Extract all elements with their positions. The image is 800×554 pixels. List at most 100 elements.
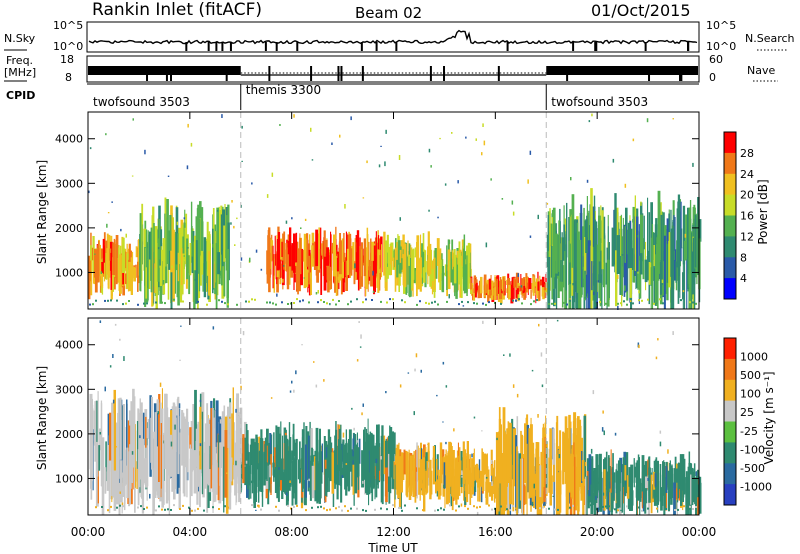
echo-speck (599, 504, 601, 507)
echo-cell (586, 471, 590, 495)
echo-cell (493, 467, 495, 494)
echo-cell (565, 231, 567, 291)
echo-speck (176, 221, 179, 226)
echo-speck (434, 509, 436, 512)
echo-speck (191, 509, 193, 512)
echo-cell (513, 279, 515, 299)
echo-cell (416, 235, 420, 271)
echo-speck (170, 509, 172, 511)
echo-cell (688, 207, 692, 288)
echo-cell (682, 272, 685, 300)
echo-cell (581, 460, 585, 482)
echo-speck (219, 490, 221, 494)
echo-speck (649, 262, 652, 268)
echo-speck (338, 505, 340, 508)
echo-speck (671, 464, 673, 469)
echo-cell (319, 227, 322, 269)
echo-speck (88, 190, 90, 194)
echo-cell (553, 450, 555, 515)
echo-cell (675, 261, 677, 283)
echo-cell (140, 219, 143, 281)
echo-cell (280, 461, 283, 481)
echo-speck (106, 223, 108, 228)
echo-cell (662, 250, 665, 296)
echo-cell (629, 473, 632, 511)
echo-cell (490, 280, 494, 300)
echo-cell (595, 454, 599, 499)
echo-speck (551, 302, 553, 305)
echo-cell (576, 451, 580, 506)
echo-cell (616, 463, 618, 508)
echo-cell (569, 262, 572, 285)
echo-cell (377, 424, 380, 471)
echo-cell (543, 284, 545, 291)
echo-speck (440, 507, 442, 510)
echo-cell (682, 454, 685, 498)
echo-speck (203, 509, 205, 512)
echo-speck (242, 331, 245, 336)
echo-cell (466, 441, 469, 485)
echo-speck (99, 432, 101, 435)
echo-speck (251, 504, 253, 507)
echo-cell (590, 188, 593, 274)
echo-cell (561, 232, 563, 282)
echo-cell (370, 238, 372, 266)
echo-speck (350, 300, 352, 303)
freq-band-twofsound (88, 66, 241, 75)
echo-speck (158, 505, 160, 508)
echo-cell (341, 238, 344, 279)
echo-cell (573, 220, 576, 292)
echo-cell (142, 224, 144, 245)
echo-speck (146, 259, 148, 261)
echo-speck (656, 303, 658, 306)
echo-speck (365, 298, 367, 301)
echo-cell (637, 454, 640, 489)
echo-speck (271, 172, 274, 177)
echo-cell (100, 400, 103, 466)
echo-cell (593, 475, 595, 499)
echo-speck (638, 290, 640, 294)
echo-cell (643, 471, 645, 505)
echo-speck (218, 299, 220, 302)
echo-cell (555, 248, 558, 309)
echo-cell (261, 453, 264, 507)
echo-cell (468, 470, 471, 495)
echo-speck (413, 411, 415, 416)
echo-cell (304, 444, 307, 498)
echo-cell (217, 252, 220, 275)
echo-cell (574, 435, 578, 455)
echo-cell (336, 257, 340, 272)
echo-cell (242, 434, 245, 484)
echo-speck (482, 320, 484, 324)
echo-speck (287, 303, 289, 305)
echo-speck (443, 508, 445, 511)
echo-speck (179, 359, 181, 361)
echo-cell (170, 241, 173, 309)
echo-cell (693, 468, 696, 483)
echo-speck (659, 441, 662, 447)
echo-cell (563, 265, 565, 288)
echo-cell (377, 250, 380, 293)
echo-cell (253, 455, 256, 508)
echo-cell (353, 446, 356, 464)
echo-speck (269, 301, 271, 304)
echo-cell (378, 267, 381, 280)
echo-cell (593, 223, 595, 309)
echo-speck (458, 505, 460, 508)
echo-cell (282, 435, 284, 482)
echo-speck (125, 233, 127, 238)
echo-cell (213, 261, 215, 289)
echo-speck (359, 346, 362, 348)
echo-cell (284, 435, 288, 470)
echo-speck (455, 509, 457, 512)
echo-speck (667, 449, 669, 454)
echo-cell (366, 227, 369, 271)
echo-cell (171, 406, 175, 486)
echo-cell (668, 232, 671, 288)
echo-cell (555, 233, 558, 274)
echo-cell (173, 459, 176, 500)
echo-speck (614, 432, 617, 436)
echo-speck (602, 492, 605, 496)
echo-cell (550, 223, 553, 245)
echo-cell (690, 474, 692, 505)
